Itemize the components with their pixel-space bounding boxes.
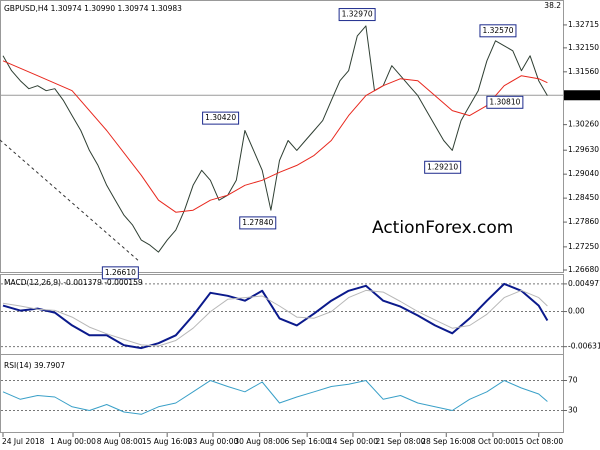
price-annotation-box	[479, 24, 517, 38]
x-tick-label: 28 Sep 16:00	[421, 437, 471, 446]
panel-title: GBPUSD,H4 1.30974 1.30990 1.30974 1.3098…	[4, 4, 182, 13]
y-tick-label: -0.006311	[568, 342, 600, 351]
y-tick-label: 1.27250	[568, 242, 599, 251]
y-tick-label: 1.32150	[568, 43, 599, 52]
x-tick-label: 23 Aug 00:00	[188, 437, 239, 446]
series-line	[2, 25, 548, 253]
y-tick-label: 70	[568, 376, 578, 385]
y-tick-label: 1.26680	[568, 265, 599, 274]
x-tick-label: 15 Aug 16:00	[142, 437, 193, 446]
x-tick-label: 14 Sep 00:00	[328, 437, 378, 446]
y-tick-label: 1.29630	[568, 145, 599, 154]
price-annotation-box	[486, 95, 524, 109]
price-annotation-box	[338, 8, 376, 22]
series-line	[2, 60, 548, 213]
current-price-box	[564, 90, 600, 101]
x-tick-label: 15 Oct 08:00	[514, 437, 563, 446]
y-tick-label: 1.29040	[568, 169, 599, 178]
price-annotation: 1.26610	[105, 268, 136, 277]
y-tick-label: 30	[568, 406, 578, 415]
rsi-panel	[0, 354, 564, 433]
panel-title: RSI(14) 39.7907	[4, 361, 65, 370]
panel-title: MACD(12,26,9) -0.001379 -0.000159	[4, 278, 143, 287]
price-annotation-box	[424, 160, 462, 174]
x-tick-label: 8 Aug 08:00	[97, 437, 143, 446]
x-tick-label: 8 Oct 00:00	[471, 437, 515, 446]
x-tick-label: 6 Sep 16:00	[285, 437, 331, 446]
x-tick-label: 24 Jul 2018	[2, 437, 45, 446]
price-annotation-box	[239, 216, 277, 230]
y-tick-label: 1.27860	[568, 217, 599, 226]
y-tick-label: 1.30260	[568, 120, 599, 129]
series-line	[2, 289, 548, 347]
price-annotation: 1.32970	[342, 10, 373, 19]
fib-label: 38.2	[544, 1, 561, 10]
price-annotation-box	[202, 111, 240, 125]
current-price-label: 1.30983	[567, 90, 598, 99]
price-annotation-box	[101, 266, 139, 280]
x-tick-label: 1 Aug 00:00	[50, 437, 96, 446]
price-annotation: 1.30420	[205, 113, 236, 122]
x-tick-label: 30 Aug 08:00	[234, 437, 285, 446]
y-tick-label: 1.28450	[568, 193, 599, 202]
price-panel	[0, 0, 564, 273]
y-tick-label: 1.31560	[568, 67, 599, 76]
y-tick-label: 1.32715	[568, 20, 599, 29]
price-annotation: 1.32570	[482, 26, 513, 35]
x-tick-label: 21 Sep 08:00	[375, 437, 425, 446]
price-annotation: 1.27840	[242, 218, 273, 227]
price-annotation: 1.29210	[427, 162, 458, 171]
series-line	[2, 282, 549, 350]
price-annotation: 1.30810	[489, 97, 520, 106]
y-tick-label: 0.004971	[568, 279, 600, 288]
series-line	[2, 380, 548, 415]
trend-line	[0, 139, 141, 263]
y-tick-label: 0.00	[568, 307, 585, 316]
watermark: ActionForex.com	[372, 218, 513, 238]
